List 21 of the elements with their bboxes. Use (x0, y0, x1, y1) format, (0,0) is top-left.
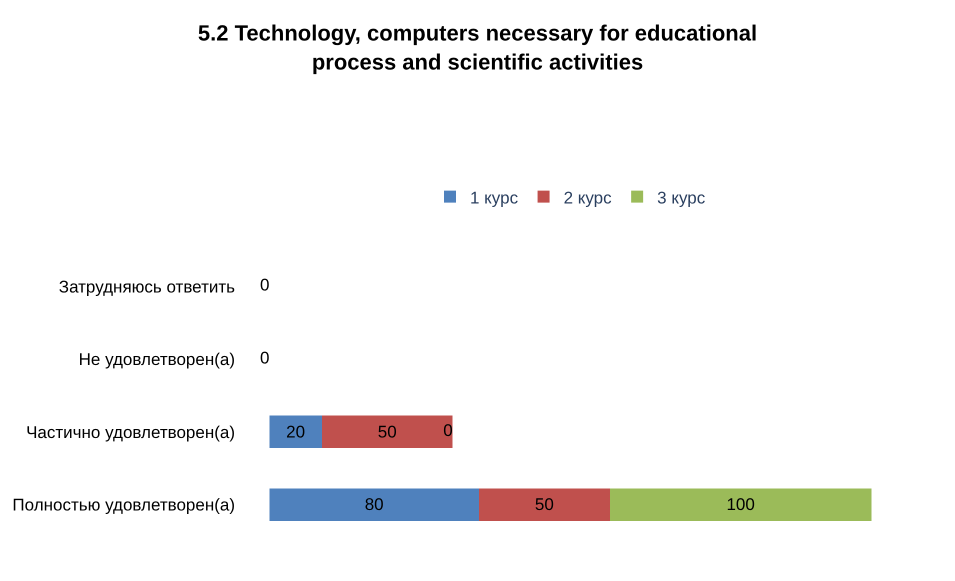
bar (269, 488, 479, 521)
chart-title: 5.2 Technology, computers necessary for educational process and scientific activities (198, 20, 758, 74)
y-tick-label: Затрудняюсь ответить (58, 277, 236, 296)
legend-label: 3 курс (657, 188, 706, 208)
bar (322, 416, 453, 448)
data-label: 100 (726, 495, 755, 514)
y-tick-label: Полностью удовлетворен(а) (12, 496, 235, 515)
data-label: 50 (534, 495, 554, 514)
legend-label: 1 курс (470, 188, 519, 208)
data-label: 20 (286, 422, 306, 442)
data-label: 0 (260, 348, 270, 368)
data-label: 0 (260, 276, 270, 295)
data-label: 80 (364, 495, 384, 514)
bar (610, 488, 872, 521)
y-tick-label: Не удовлетворен(а) (78, 350, 235, 370)
bar (269, 416, 322, 448)
data-label: 50 (378, 422, 397, 442)
data-label: 0 (443, 421, 453, 440)
legend-label: 2 курс (564, 188, 612, 208)
bar (478, 488, 610, 521)
y-tick-label: Частично удовлетворен(а) (26, 422, 235, 442)
